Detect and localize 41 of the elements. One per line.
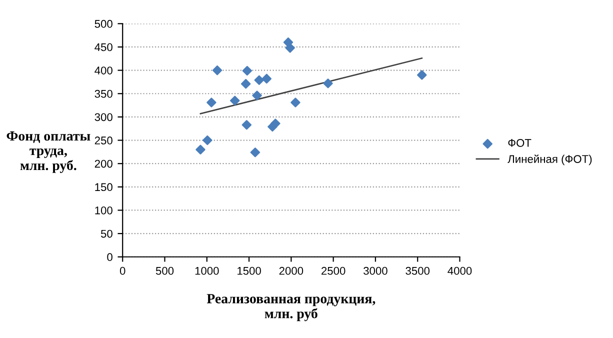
x-tick-label: 2000: [279, 266, 304, 275]
point: [242, 66, 252, 76]
y-tick-label: 400: [94, 66, 112, 74]
x-axis-title: Реализованная продукция, млн. руб: [206, 294, 376, 322]
x-tick-label: 4000: [448, 266, 472, 275]
point: [290, 98, 300, 108]
point: [230, 96, 240, 106]
legend-label: ФОТ: [508, 138, 532, 147]
point: [240, 78, 251, 89]
y-tick-label: 200: [94, 160, 112, 168]
point: [206, 98, 216, 108]
point: [417, 70, 427, 80]
x-tick-label: 1500: [238, 266, 261, 275]
point: [262, 74, 272, 84]
y-tick-label: 500: [94, 20, 112, 28]
y-axis-title: Фонд оплаты труда, млн. руб.: [6, 131, 90, 173]
y-tick-label: 0: [107, 253, 112, 262]
x-tick-label: 0: [120, 266, 126, 275]
point: [323, 78, 333, 88]
point: [252, 90, 262, 100]
y-tick-label: 150: [95, 183, 112, 192]
point: [270, 118, 280, 128]
y-tick-label: 100: [95, 206, 112, 214]
y-tick-label: 450: [94, 43, 112, 52]
point: [254, 75, 264, 85]
x-tick-label: 3000: [364, 266, 388, 275]
y-tick-label: 50: [100, 230, 112, 238]
x-tick-label: 2500: [322, 266, 346, 275]
y-tick-label: 300: [94, 113, 112, 122]
x-tick-label: 1000: [195, 266, 219, 275]
y-tick-label: 250: [94, 136, 112, 144]
point: [212, 65, 222, 76]
y-tick-label: 350: [94, 90, 112, 98]
point: [242, 120, 252, 130]
x-tick-label: 500: [156, 266, 174, 275]
point: [196, 144, 206, 154]
x-tick-label: 3500: [406, 266, 430, 275]
point: [202, 135, 212, 146]
point: [250, 148, 260, 158]
legend-label: Линейная (ФОТ): [508, 154, 592, 166]
point: [285, 43, 295, 53]
